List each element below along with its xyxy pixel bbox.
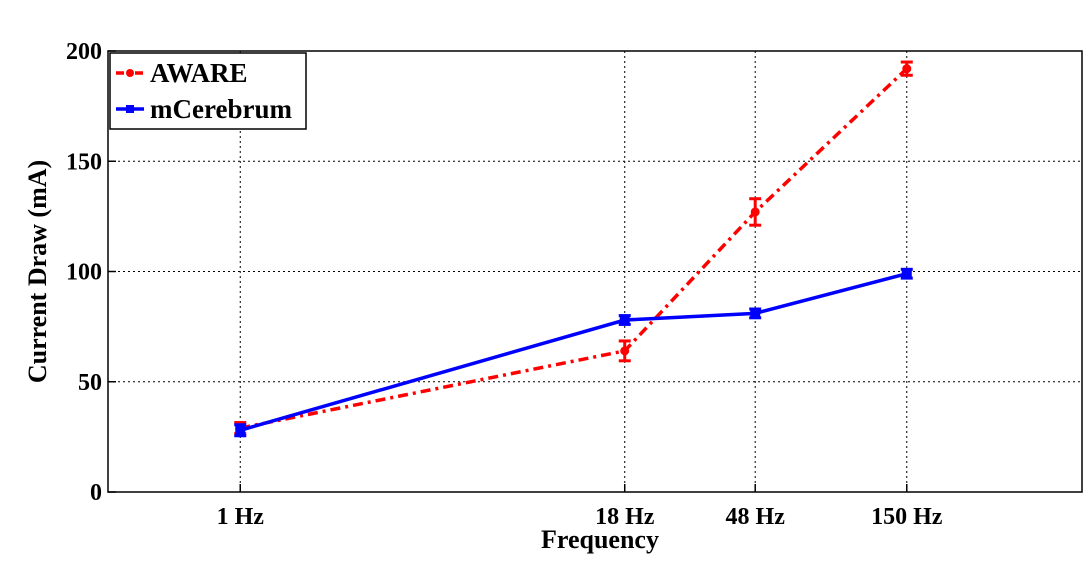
- data-point: [750, 308, 761, 319]
- legend-box: [109, 52, 307, 130]
- x-tick-label: 1 Hz: [217, 504, 265, 530]
- legend-label-mcerebrum: mCerebrum: [150, 94, 292, 124]
- series-mcerebrum: [234, 267, 913, 438]
- series-aware: [234, 60, 913, 436]
- y-tick-label: 0: [90, 480, 102, 506]
- data-point: [235, 425, 246, 436]
- y-tick-label: 100: [66, 260, 102, 286]
- x-axis-title: Frequency: [541, 525, 659, 554]
- y-axis-title: Current Draw (mA): [23, 160, 52, 383]
- y-tick-label: 150: [66, 149, 102, 175]
- legend-label-aware: AWARE: [150, 58, 248, 88]
- y-tick-label: 50: [78, 370, 102, 396]
- data-point: [901, 268, 912, 279]
- x-tick-label: 48 Hz: [726, 504, 786, 530]
- x-tick-label: 150 Hz: [871, 504, 943, 530]
- data-point: [750, 207, 760, 217]
- data-point: [902, 64, 912, 74]
- data-point: [619, 315, 630, 326]
- series-line-aware: [239, 67, 908, 430]
- x-axis-ticks: 1 Hz 18 Hz 48 Hz 150 Hz: [217, 484, 943, 530]
- legend-marker-mcerebrum: [126, 105, 134, 113]
- series: [234, 60, 913, 438]
- x-tick-label: 18 Hz: [595, 504, 655, 530]
- y-axis-ticks: 0 50 100 150 200: [66, 39, 116, 506]
- series-line-mcerebrum: [239, 272, 908, 432]
- data-point: [620, 346, 630, 356]
- y-tick-label: 200: [66, 39, 102, 65]
- legend-marker-aware: [126, 69, 134, 77]
- legend: AWARE mCerebrum: [109, 52, 307, 130]
